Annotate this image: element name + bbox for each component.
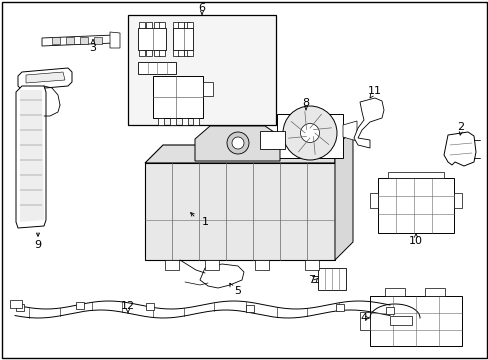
Polygon shape (276, 114, 342, 158)
Polygon shape (159, 50, 164, 56)
Text: 2: 2 (456, 122, 464, 132)
Polygon shape (369, 296, 461, 346)
Polygon shape (260, 131, 285, 149)
Polygon shape (138, 62, 176, 74)
Polygon shape (10, 300, 22, 308)
Polygon shape (359, 312, 369, 330)
Polygon shape (170, 118, 176, 125)
Ellipse shape (283, 106, 336, 160)
Polygon shape (164, 260, 179, 270)
Polygon shape (334, 132, 352, 260)
Text: 7: 7 (308, 275, 315, 285)
Polygon shape (145, 22, 151, 28)
Ellipse shape (300, 123, 319, 143)
Text: 6: 6 (198, 3, 205, 13)
Polygon shape (145, 145, 334, 163)
Polygon shape (66, 37, 74, 44)
Polygon shape (453, 193, 461, 208)
Ellipse shape (231, 137, 244, 149)
Polygon shape (204, 260, 219, 270)
Polygon shape (173, 50, 179, 56)
Polygon shape (424, 288, 444, 296)
Polygon shape (317, 268, 346, 290)
Bar (128, 15, 275, 125)
Polygon shape (94, 37, 102, 44)
Polygon shape (195, 126, 280, 161)
Polygon shape (384, 288, 404, 296)
Polygon shape (16, 304, 24, 311)
Polygon shape (139, 50, 145, 56)
Polygon shape (385, 307, 393, 314)
Polygon shape (182, 118, 187, 125)
Polygon shape (18, 68, 72, 90)
Polygon shape (183, 22, 189, 28)
Polygon shape (42, 35, 114, 46)
Polygon shape (342, 121, 356, 141)
Polygon shape (183, 50, 189, 56)
Polygon shape (245, 305, 253, 312)
Text: 9: 9 (34, 240, 41, 250)
Text: 5: 5 (234, 286, 241, 296)
Polygon shape (203, 82, 213, 96)
Polygon shape (80, 37, 88, 44)
Polygon shape (193, 118, 199, 125)
Polygon shape (139, 22, 145, 28)
Polygon shape (153, 76, 203, 118)
Polygon shape (369, 193, 377, 208)
Polygon shape (353, 98, 383, 148)
Text: 11: 11 (367, 86, 381, 96)
Polygon shape (16, 86, 46, 228)
Polygon shape (443, 132, 475, 166)
Polygon shape (145, 50, 151, 56)
Text: 10: 10 (408, 236, 422, 246)
Polygon shape (335, 304, 343, 311)
Polygon shape (52, 37, 60, 44)
Polygon shape (389, 316, 411, 325)
Text: 3: 3 (89, 43, 96, 53)
Polygon shape (154, 50, 160, 56)
Polygon shape (173, 22, 179, 28)
Polygon shape (200, 264, 244, 288)
Polygon shape (177, 50, 183, 56)
Polygon shape (186, 50, 193, 56)
Polygon shape (305, 260, 318, 270)
Polygon shape (387, 172, 443, 178)
Text: 12: 12 (121, 301, 135, 311)
Polygon shape (145, 163, 334, 260)
Polygon shape (138, 28, 165, 50)
Polygon shape (159, 22, 164, 28)
Polygon shape (110, 32, 120, 48)
Polygon shape (26, 72, 65, 83)
Polygon shape (20, 90, 44, 222)
Polygon shape (76, 302, 84, 309)
Text: 4: 4 (360, 313, 367, 323)
Ellipse shape (226, 132, 248, 154)
Polygon shape (177, 22, 183, 28)
Polygon shape (377, 178, 453, 233)
Polygon shape (154, 22, 160, 28)
Text: 1: 1 (201, 217, 208, 227)
Text: 8: 8 (302, 98, 309, 108)
Polygon shape (158, 118, 163, 125)
Polygon shape (173, 28, 193, 50)
Polygon shape (254, 260, 268, 270)
Polygon shape (146, 303, 154, 310)
Polygon shape (186, 22, 193, 28)
